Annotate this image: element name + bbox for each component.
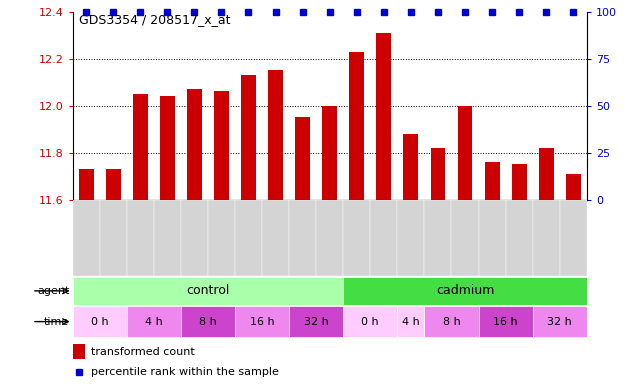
Bar xyxy=(289,200,316,276)
Bar xyxy=(430,148,445,200)
Bar xyxy=(262,200,289,276)
Bar xyxy=(478,306,533,337)
Bar xyxy=(100,200,127,276)
Bar xyxy=(560,200,587,276)
Bar xyxy=(539,148,553,200)
Bar xyxy=(289,306,343,337)
Text: time: time xyxy=(44,316,69,327)
Bar xyxy=(350,51,364,200)
Bar xyxy=(241,75,256,200)
Bar xyxy=(208,200,235,276)
Text: percentile rank within the sample: percentile rank within the sample xyxy=(91,367,278,377)
Text: 32 h: 32 h xyxy=(547,316,572,327)
Text: 8 h: 8 h xyxy=(199,316,217,327)
Bar xyxy=(533,200,560,276)
Bar xyxy=(425,200,452,276)
Bar xyxy=(73,200,100,276)
Bar xyxy=(133,94,148,200)
Bar xyxy=(398,200,425,276)
Bar xyxy=(235,306,289,337)
Text: 16 h: 16 h xyxy=(493,316,518,327)
Bar xyxy=(505,200,533,276)
Text: 8 h: 8 h xyxy=(442,316,461,327)
Bar xyxy=(295,118,310,200)
Bar xyxy=(73,306,127,337)
Text: 16 h: 16 h xyxy=(250,316,274,327)
Bar xyxy=(403,134,418,200)
Text: 0 h: 0 h xyxy=(362,316,379,327)
Text: GDS3354 / 208517_x_at: GDS3354 / 208517_x_at xyxy=(79,13,230,26)
Bar xyxy=(478,200,505,276)
Bar xyxy=(127,200,154,276)
Bar xyxy=(79,169,93,200)
Bar xyxy=(322,106,337,200)
Text: control: control xyxy=(186,285,230,297)
Text: 4 h: 4 h xyxy=(145,316,163,327)
Bar xyxy=(343,306,398,337)
Bar xyxy=(457,106,473,200)
Bar xyxy=(73,277,343,305)
Bar xyxy=(343,277,587,305)
Bar xyxy=(73,344,85,359)
Bar xyxy=(268,70,283,200)
Bar xyxy=(106,169,121,200)
Bar xyxy=(370,200,398,276)
Text: 32 h: 32 h xyxy=(304,316,329,327)
Bar xyxy=(214,91,229,200)
Bar xyxy=(343,200,370,276)
Bar xyxy=(512,164,527,200)
Bar xyxy=(398,306,425,337)
Text: transformed count: transformed count xyxy=(91,347,194,357)
Bar xyxy=(187,89,202,200)
Bar xyxy=(181,306,235,337)
Bar xyxy=(425,306,478,337)
Text: cadmium: cadmium xyxy=(436,285,494,297)
Bar xyxy=(181,200,208,276)
Bar xyxy=(485,162,500,200)
Bar xyxy=(316,200,343,276)
Text: 0 h: 0 h xyxy=(91,316,109,327)
Bar xyxy=(452,200,478,276)
Bar xyxy=(533,306,587,337)
Bar xyxy=(566,174,581,200)
Bar xyxy=(376,33,391,200)
Text: 4 h: 4 h xyxy=(402,316,420,327)
Bar xyxy=(235,200,262,276)
Text: agent: agent xyxy=(37,286,69,296)
Bar xyxy=(127,306,181,337)
Bar xyxy=(160,96,175,200)
Bar xyxy=(154,200,181,276)
